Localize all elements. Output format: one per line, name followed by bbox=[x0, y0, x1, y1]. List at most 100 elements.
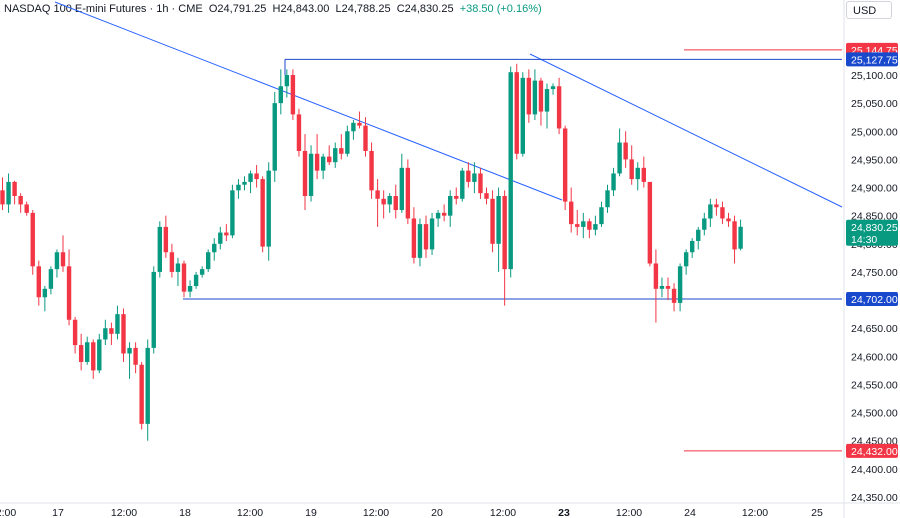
candle[interactable] bbox=[254, 165, 259, 188]
candle[interactable] bbox=[199, 266, 205, 278]
candle[interactable] bbox=[181, 260, 187, 298]
candle[interactable] bbox=[369, 142, 374, 199]
candle[interactable] bbox=[103, 319, 108, 346]
symbol-name[interactable]: NASDAQ 100 E-mini Futures bbox=[4, 3, 147, 15]
candle[interactable] bbox=[333, 142, 338, 168]
candle[interactable] bbox=[18, 193, 23, 213]
candle[interactable] bbox=[587, 218, 592, 239]
candle[interactable] bbox=[617, 128, 622, 177]
candle[interactable] bbox=[393, 184, 398, 219]
candle[interactable] bbox=[212, 238, 217, 261]
trendline-down-2[interactable] bbox=[529, 53, 843, 208]
candle[interactable] bbox=[121, 308, 126, 362]
candle[interactable] bbox=[641, 156, 646, 188]
candle[interactable] bbox=[484, 187, 489, 205]
candle[interactable] bbox=[78, 333, 84, 371]
candle[interactable] bbox=[605, 184, 610, 213]
candle[interactable] bbox=[91, 339, 96, 379]
candle[interactable] bbox=[714, 198, 719, 216]
candle[interactable] bbox=[381, 190, 386, 219]
candle[interactable] bbox=[345, 125, 350, 157]
candle[interactable] bbox=[460, 167, 465, 202]
candle[interactable] bbox=[387, 193, 392, 213]
candle[interactable] bbox=[411, 207, 417, 264]
candle[interactable] bbox=[478, 167, 483, 199]
candle[interactable] bbox=[327, 145, 332, 166]
candle[interactable] bbox=[290, 69, 296, 121]
candle[interactable] bbox=[314, 134, 320, 180]
candle[interactable] bbox=[653, 249, 659, 323]
trendline-down-1[interactable] bbox=[54, 1, 563, 201]
candle[interactable] bbox=[526, 69, 532, 123]
candle[interactable] bbox=[54, 249, 60, 278]
candle[interactable] bbox=[514, 63, 519, 160]
candle[interactable] bbox=[720, 201, 725, 225]
candle[interactable] bbox=[36, 260, 41, 306]
candle[interactable] bbox=[550, 83, 556, 95]
candle[interactable] bbox=[623, 131, 628, 168]
candle[interactable] bbox=[502, 190, 507, 306]
candle[interactable] bbox=[520, 72, 525, 157]
candle[interactable] bbox=[690, 238, 695, 258]
candle[interactable] bbox=[581, 212, 586, 239]
candle[interactable] bbox=[266, 162, 271, 261]
candle[interactable] bbox=[296, 108, 302, 157]
candle[interactable] bbox=[423, 215, 429, 258]
candle[interactable] bbox=[224, 224, 229, 241]
candle[interactable] bbox=[702, 212, 707, 236]
candle[interactable] bbox=[659, 277, 665, 298]
candle[interactable] bbox=[417, 218, 423, 267]
candle[interactable] bbox=[308, 145, 314, 202]
candle[interactable] bbox=[230, 184, 235, 239]
candle[interactable] bbox=[0, 177, 5, 211]
candle[interactable] bbox=[726, 212, 731, 227]
candle[interactable] bbox=[133, 342, 138, 374]
candle[interactable] bbox=[611, 167, 616, 196]
candle[interactable] bbox=[272, 91, 277, 182]
candle[interactable] bbox=[48, 266, 54, 295]
candle[interactable] bbox=[193, 271, 199, 289]
candle[interactable] bbox=[556, 77, 562, 135]
candle[interactable] bbox=[357, 111, 362, 129]
candle[interactable] bbox=[302, 134, 308, 211]
candle[interactable] bbox=[435, 210, 441, 227]
candle[interactable] bbox=[544, 83, 550, 129]
candle[interactable] bbox=[127, 342, 132, 379]
candle[interactable] bbox=[738, 219, 743, 251]
candle[interactable] bbox=[72, 316, 78, 354]
candle[interactable] bbox=[448, 190, 453, 227]
candle[interactable] bbox=[629, 145, 634, 185]
candle[interactable] bbox=[6, 173, 11, 213]
candle[interactable] bbox=[569, 187, 574, 233]
candle[interactable] bbox=[260, 176, 265, 253]
candle[interactable] bbox=[466, 162, 471, 188]
candle[interactable] bbox=[708, 198, 713, 227]
candle[interactable] bbox=[151, 266, 156, 354]
candle[interactable] bbox=[218, 226, 223, 250]
candle[interactable] bbox=[677, 263, 683, 312]
candle[interactable] bbox=[139, 361, 144, 430]
candle[interactable] bbox=[375, 179, 380, 227]
candle[interactable] bbox=[242, 176, 247, 191]
candle[interactable] bbox=[278, 69, 283, 115]
currency-selector[interactable]: USD bbox=[846, 1, 892, 19]
candle[interactable] bbox=[399, 153, 404, 213]
candle[interactable] bbox=[363, 117, 368, 157]
candle[interactable] bbox=[97, 333, 102, 374]
candle[interactable] bbox=[351, 120, 356, 140]
candle[interactable] bbox=[593, 215, 598, 236]
candle[interactable] bbox=[109, 322, 114, 346]
candle[interactable] bbox=[441, 204, 447, 222]
candle[interactable] bbox=[187, 280, 193, 298]
candle[interactable] bbox=[732, 215, 737, 264]
candle[interactable] bbox=[157, 221, 162, 278]
candle[interactable] bbox=[538, 77, 544, 126]
candle[interactable] bbox=[490, 190, 495, 253]
candle[interactable] bbox=[42, 286, 48, 312]
candle[interactable] bbox=[248, 170, 253, 194]
candle[interactable] bbox=[339, 134, 344, 160]
candle[interactable] bbox=[115, 305, 120, 340]
candle[interactable] bbox=[24, 201, 29, 216]
candle[interactable] bbox=[496, 187, 501, 272]
